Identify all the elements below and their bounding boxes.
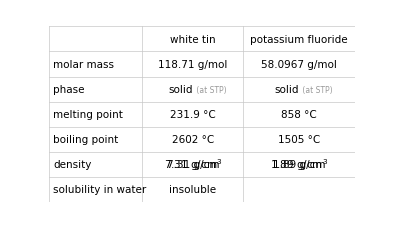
Text: density: density xyxy=(53,160,91,170)
Text: solid: solid xyxy=(274,85,299,95)
Text: 118.71 g/mol: 118.71 g/mol xyxy=(158,60,227,70)
Text: 58.0967 g/mol: 58.0967 g/mol xyxy=(261,60,337,70)
Text: 858 °C: 858 °C xyxy=(281,110,317,120)
Text: 1.89 g/cm: 1.89 g/cm xyxy=(273,160,325,170)
Text: 1505 °C: 1505 °C xyxy=(278,135,320,145)
Text: (at STP): (at STP) xyxy=(194,85,227,94)
Text: potassium fluoride: potassium fluoride xyxy=(250,35,348,45)
Text: boiling point: boiling point xyxy=(53,135,119,145)
Text: 7.31 g/cm: 7.31 g/cm xyxy=(167,160,219,170)
Text: 231.9 °C: 231.9 °C xyxy=(170,110,216,120)
Text: solid: solid xyxy=(168,85,193,95)
Text: melting point: melting point xyxy=(53,110,123,120)
Text: (at STP): (at STP) xyxy=(300,85,333,94)
Text: insoluble: insoluble xyxy=(169,185,216,195)
Text: 7.31 g/cm$^3$: 7.31 g/cm$^3$ xyxy=(164,157,222,173)
Text: molar mass: molar mass xyxy=(53,60,114,70)
Text: white tin: white tin xyxy=(170,35,216,45)
Text: phase: phase xyxy=(53,85,85,95)
Text: solubility in water: solubility in water xyxy=(53,185,147,195)
Text: 1.89 g/cm$^3$: 1.89 g/cm$^3$ xyxy=(270,157,328,173)
Text: 2602 °C: 2602 °C xyxy=(172,135,214,145)
